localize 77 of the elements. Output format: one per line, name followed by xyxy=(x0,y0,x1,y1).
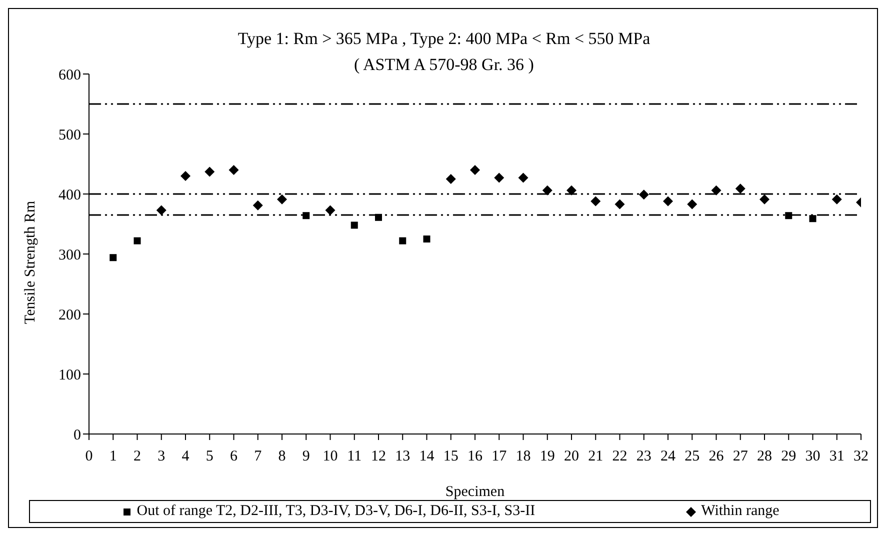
chart-title: Type 1: Rm > 365 MPa , Type 2: 400 MPa < Rm < 550 MPa xyxy=(236,29,652,49)
x-tick-label: 5 xyxy=(206,448,214,465)
x-tick-label: 18 xyxy=(516,448,531,465)
point xyxy=(494,172,504,183)
x-tick-label: 31 xyxy=(829,448,844,465)
point xyxy=(446,174,456,184)
x-tick-label: 1 xyxy=(109,448,117,465)
point xyxy=(566,185,576,196)
point xyxy=(423,236,430,242)
point xyxy=(518,172,528,183)
point xyxy=(638,190,649,200)
x-tick-label: 12 xyxy=(371,448,386,465)
point xyxy=(832,194,842,204)
point xyxy=(711,185,722,196)
point xyxy=(350,222,358,229)
x-tick-label: 16 xyxy=(468,448,483,465)
y-tick-label: 500 xyxy=(58,127,81,144)
x-tick-label: 20 xyxy=(564,448,579,465)
point xyxy=(375,214,382,221)
x-tick-label: 10 xyxy=(322,448,338,465)
x-tick-label: 17 xyxy=(492,448,508,465)
point xyxy=(110,254,117,262)
y-tick-label: 600 xyxy=(58,67,81,84)
x-tick-label: 32 xyxy=(854,448,868,465)
x-tick-label: 23 xyxy=(636,448,652,465)
point xyxy=(590,196,601,206)
point xyxy=(614,199,625,210)
point xyxy=(663,196,673,206)
x-tick-label: 28 xyxy=(757,448,772,465)
point xyxy=(325,205,336,216)
point xyxy=(399,237,406,244)
x-tick-label: 9 xyxy=(302,448,310,465)
x-tick-label: 27 xyxy=(732,448,748,465)
x-tick-label: 22 xyxy=(612,448,628,465)
x-tick-label: 19 xyxy=(540,448,555,465)
point xyxy=(470,165,480,175)
point xyxy=(809,215,816,222)
y-tick-label: 200 xyxy=(58,307,81,324)
point xyxy=(204,166,215,177)
x-tick-label: 24 xyxy=(660,448,676,465)
point xyxy=(687,199,698,210)
point xyxy=(134,237,141,244)
x-tick-label: 13 xyxy=(395,448,410,465)
point xyxy=(277,194,287,204)
x-tick-label: 14 xyxy=(419,448,435,465)
point xyxy=(228,165,239,175)
y-tick-label: 100 xyxy=(58,367,81,384)
point xyxy=(785,212,792,220)
x-tick-label: 7 xyxy=(254,448,262,465)
x-tick-label: 3 xyxy=(158,448,166,465)
y-tick-label: 400 xyxy=(58,187,81,204)
point xyxy=(252,200,263,210)
x-tick-label: 30 xyxy=(805,448,820,465)
x-tick-label: 0 xyxy=(85,448,93,465)
point xyxy=(735,184,746,194)
y-tick-label: 300 xyxy=(58,247,81,264)
x-tick-label: 11 xyxy=(347,448,362,465)
chart-subtitle: ( ASTM A 570-98 Gr. 36 ) xyxy=(354,55,534,74)
x-axis-title: Specimen xyxy=(445,484,506,500)
x-tick-label: 26 xyxy=(708,448,724,465)
y-axis-title: Tensile Strength Rm xyxy=(22,200,38,324)
point xyxy=(156,205,166,216)
x-tick-label: 25 xyxy=(684,448,700,465)
legend-label: Within range xyxy=(701,503,780,520)
point xyxy=(542,185,552,196)
x-tick-label: 8 xyxy=(278,448,286,465)
point xyxy=(302,212,310,220)
x-tick-label: 21 xyxy=(588,448,604,465)
y-tick-label: 0 xyxy=(74,427,81,444)
x-tick-label: 2 xyxy=(134,448,141,465)
x-tick-label: 6 xyxy=(230,448,238,465)
x-tick-label: 4 xyxy=(182,448,190,465)
x-tick-label: 29 xyxy=(781,448,796,465)
point xyxy=(760,194,770,204)
legend-label: Out of range T2, D2-III, T3, D3-IV, D3-V, D6-I, D6-II, S3-I, S3-II xyxy=(136,503,536,520)
x-tick-label: 15 xyxy=(443,448,458,465)
point xyxy=(180,171,190,181)
